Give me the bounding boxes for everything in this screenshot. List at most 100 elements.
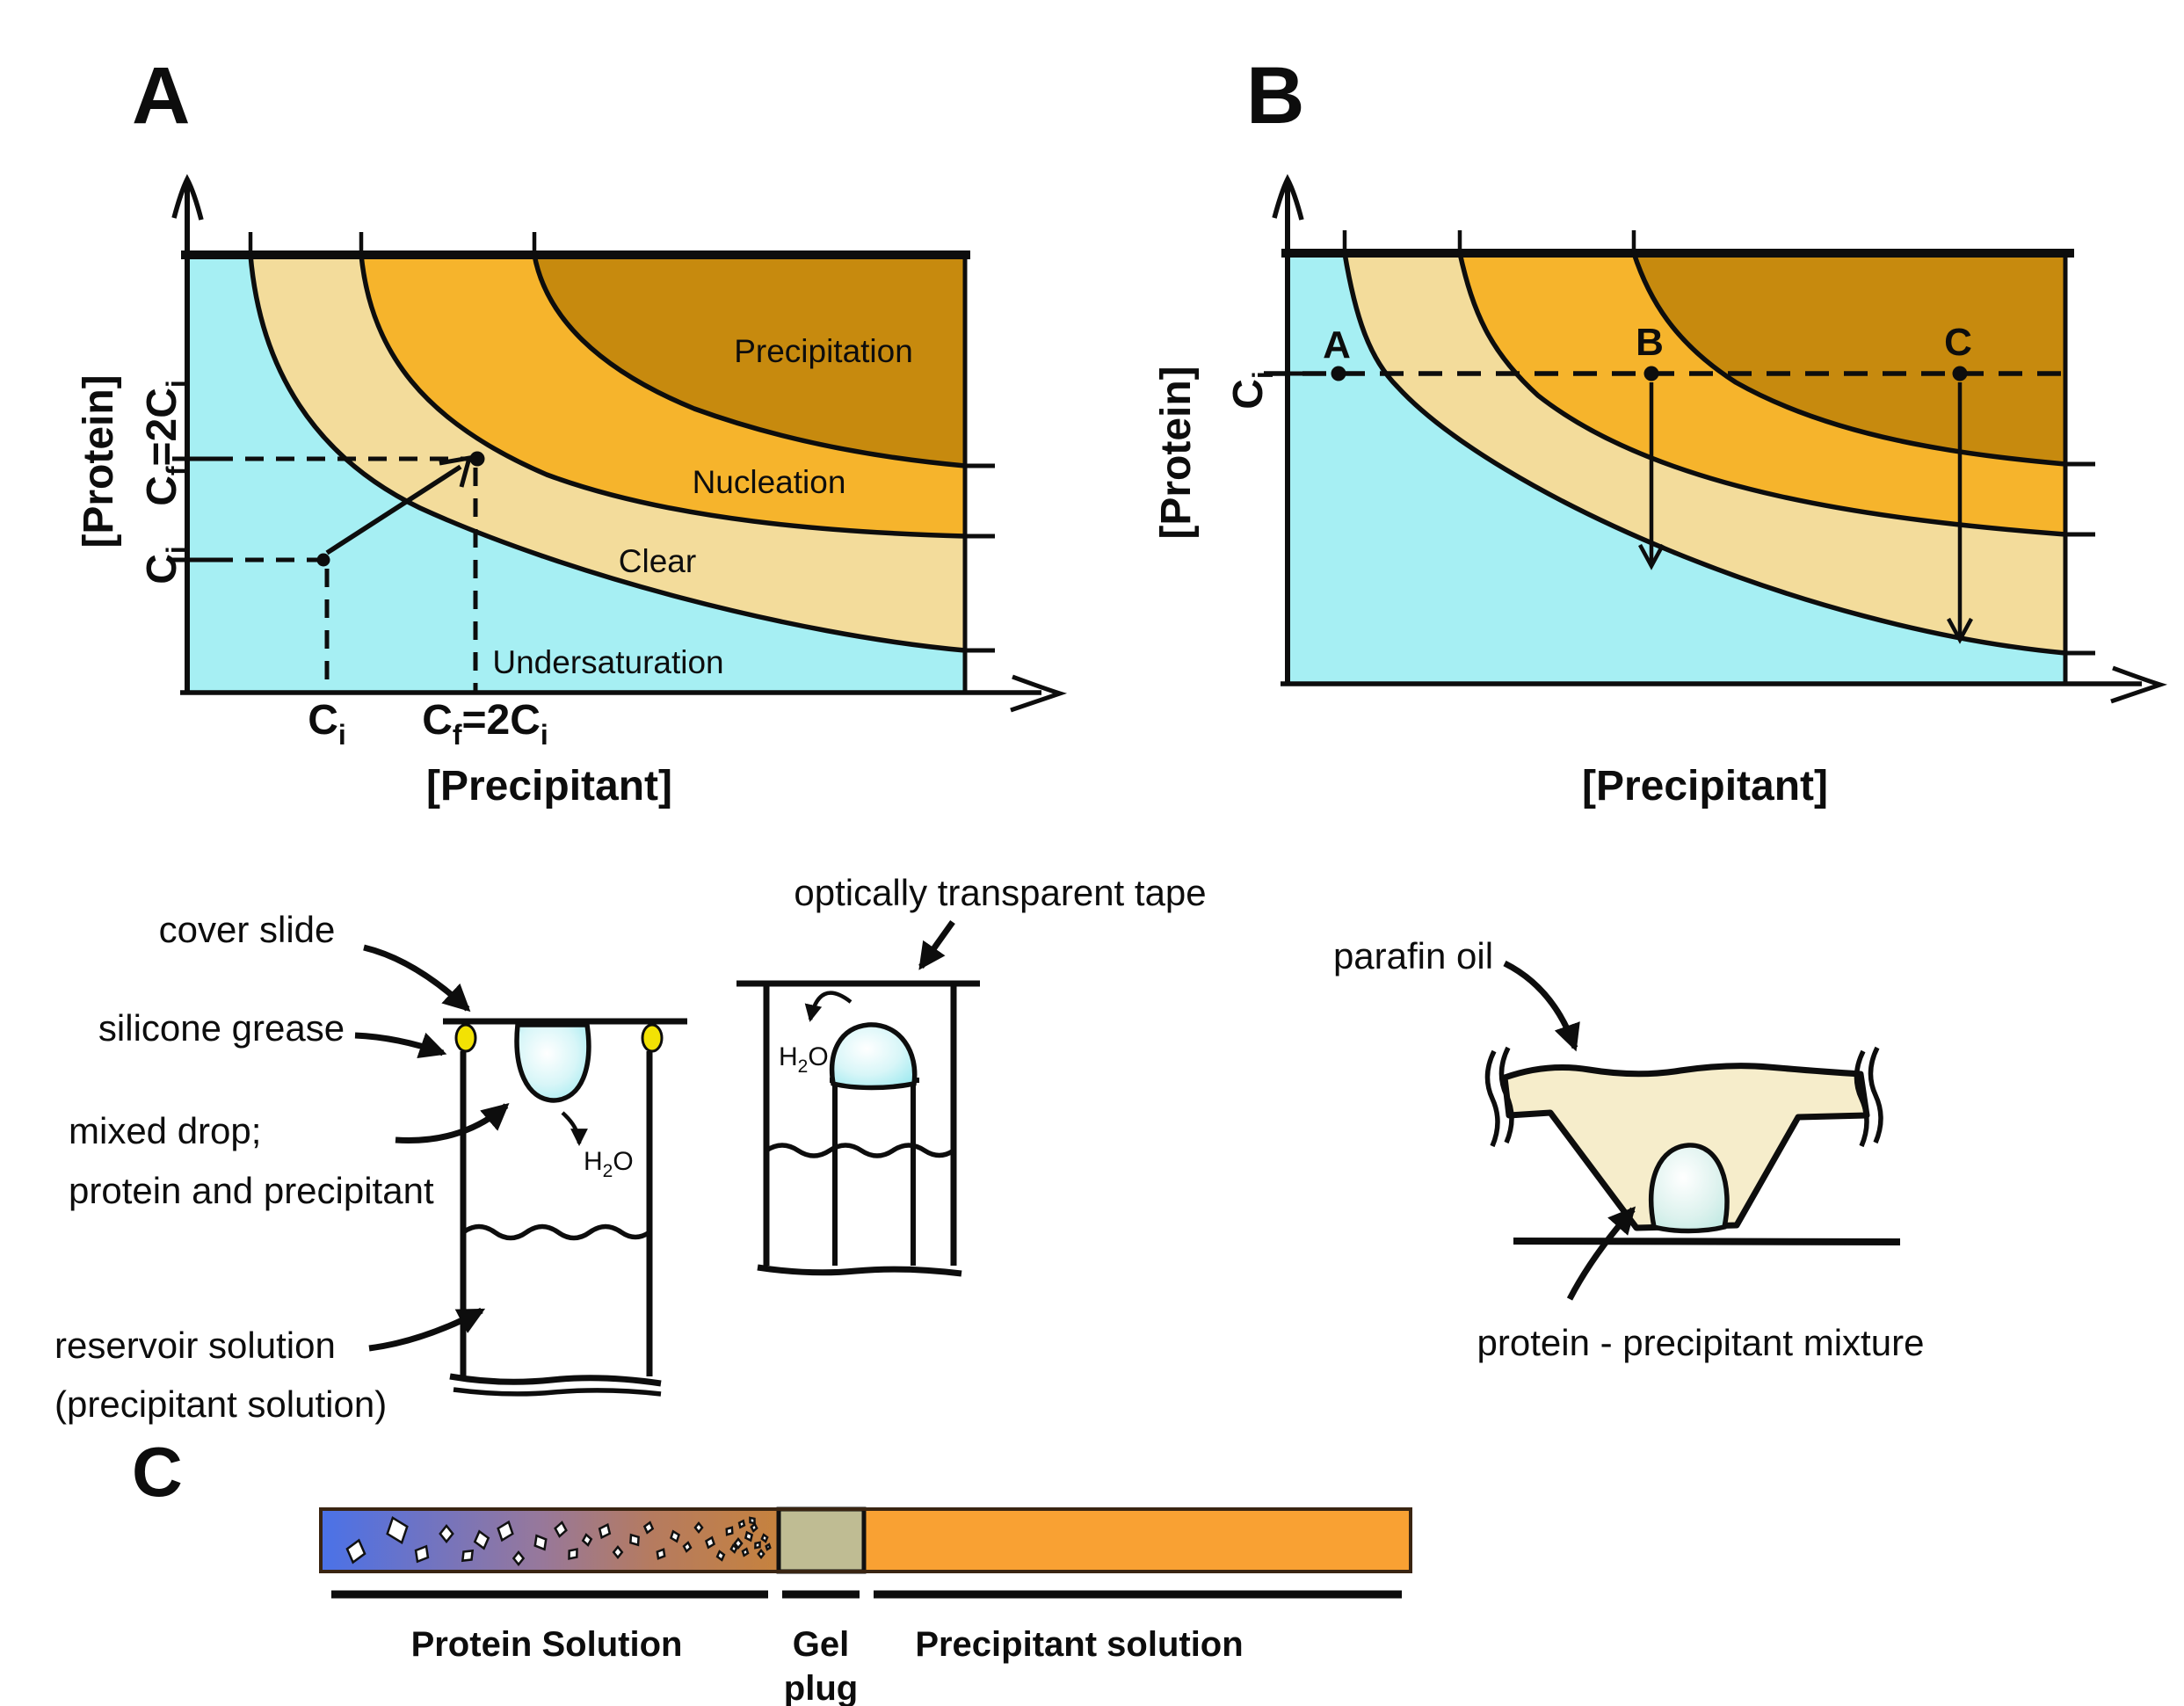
gel-plug-label-line2: plug — [784, 1669, 858, 1706]
evaporation-arrow-sitting — [804, 991, 853, 1022]
evaporation-arrow-hanging — [561, 1111, 588, 1146]
final-condition-dot — [469, 451, 485, 467]
protein-crystal — [568, 1548, 578, 1560]
point-c-arrow — [1947, 382, 1973, 644]
protein-precipitant-drop — [1649, 1143, 1730, 1234]
hanging-drop — [514, 1022, 591, 1103]
protein-crystal — [629, 1533, 640, 1547]
region-precipitation-label: Precipitation — [734, 333, 913, 369]
y-axis-title-b: [Protein] — [1153, 366, 1200, 539]
protein-crystal — [439, 1523, 454, 1544]
grease-dot-left — [454, 1023, 477, 1053]
region-precipitation-area-b — [1634, 253, 2065, 464]
protein-crystal — [642, 1521, 655, 1535]
point-a-dot — [1331, 366, 1346, 381]
protein-crystal — [598, 1522, 612, 1540]
mixture-label: protein - precipitant mixture — [1477, 1322, 1925, 1363]
protein-crystal — [760, 1533, 769, 1543]
protein-crystal — [741, 1547, 750, 1557]
mixed-drop-label-line2: protein and precipitant — [69, 1170, 434, 1211]
x-axis-arrowhead-a — [1010, 674, 1068, 713]
protein-crystal — [533, 1534, 548, 1551]
protein-crystal — [682, 1541, 693, 1553]
y-ticks-a — [172, 456, 214, 563]
x-axis-title-a: [Precipitant] — [426, 763, 672, 809]
region-precipitation-area — [534, 255, 965, 466]
protein-crystal — [656, 1548, 666, 1560]
point-a-label: A — [1323, 323, 1351, 367]
x-tick-label-ci-a: Ci — [308, 697, 346, 751]
right-ticks-b — [2065, 461, 2095, 656]
protein-crystal — [693, 1521, 704, 1535]
protein-crystal — [765, 1543, 772, 1551]
well-bottom-line-2 — [453, 1387, 662, 1397]
region-undersaturation-label: Undersaturation — [492, 644, 723, 680]
break-marks-right — [1854, 1046, 1883, 1148]
panel-c-label: C — [132, 1433, 183, 1511]
parafin-oil-arrow — [1503, 960, 1580, 1052]
top-ticks-b — [1342, 230, 1636, 252]
protein-crystal — [669, 1529, 681, 1543]
protein-crystal — [750, 1522, 758, 1533]
h2o-label-sitting: H2O — [779, 1042, 829, 1077]
solubility-curve-a1 — [248, 254, 966, 653]
point-b-arrow — [1638, 382, 1665, 570]
cover-slide-arrow — [363, 944, 471, 1013]
supersolubility-curve-a2 — [359, 254, 966, 539]
panel-b-label: B — [1246, 51, 1304, 141]
protein-crystal — [581, 1533, 593, 1547]
x-tick-label-cf-a: Cf=2Ci — [422, 697, 548, 751]
precipitant-solution-label: Precipitant solution — [915, 1625, 1243, 1664]
phase-boundary-curves-b — [1342, 252, 2066, 656]
protein-crystal — [725, 1526, 734, 1536]
mixture-arrow — [1566, 1206, 1636, 1301]
microbatch-diagram: parafin oil protein - precipitant mixtur… — [1333, 935, 1925, 1363]
cover-slide-label: cover slide — [159, 909, 336, 950]
y-axis-arrowhead-b — [1272, 174, 1304, 221]
protein-crystal — [704, 1535, 716, 1550]
protein-crystal — [461, 1549, 475, 1563]
precipitation-curve-a3 — [532, 254, 966, 468]
right-ticks-a — [965, 463, 995, 653]
well-bottom-sitting — [757, 1264, 962, 1277]
protein-crystal — [554, 1521, 568, 1538]
solubility-curve-b1 — [1342, 252, 2066, 656]
region-clear-label: Clear — [619, 543, 696, 579]
point-c-dot — [1952, 366, 1968, 381]
grease-dot-right — [641, 1023, 664, 1053]
y-tick-label-ci-a: Ci — [139, 546, 192, 584]
protein-crystal — [386, 1516, 409, 1544]
tape-arrow — [918, 919, 955, 970]
well-bottom-line — [449, 1373, 662, 1387]
silicone-grease-label: silicone grease — [98, 1007, 345, 1049]
x-axis-arrowhead-b — [2110, 665, 2168, 704]
supersolubility-curve-b2 — [1457, 252, 2066, 537]
precipitation-curve-b3 — [1631, 252, 2066, 467]
protein-crystal — [757, 1548, 765, 1560]
break-marks-left — [1484, 1046, 1514, 1148]
panel-a-phase-diagram: A — [76, 51, 1068, 809]
hanging-drop-diagram: cover slide silicone grease mixed drop; … — [54, 909, 687, 1425]
top-ticks-a — [248, 232, 537, 254]
dashed-guides-a — [214, 456, 478, 691]
y-tick-label-ci-b: Ci — [1225, 371, 1279, 410]
reservoir-waterline-sitting — [765, 1143, 955, 1158]
protein-crystal — [754, 1541, 761, 1550]
precipitant-segment — [864, 1509, 1411, 1572]
protein-crystal — [744, 1530, 754, 1543]
protein-crystal — [737, 1519, 746, 1529]
sitting-drop — [830, 1022, 918, 1091]
point-c-label: C — [1944, 321, 1972, 364]
reservoir-label-line1: reservoir solution — [54, 1325, 336, 1366]
protein-crystal — [733, 1536, 744, 1550]
gel-plug-segment — [776, 1506, 867, 1574]
reservoir-label-line2: (precipitant solution) — [54, 1383, 387, 1425]
protein-crystal — [512, 1550, 526, 1567]
protein-solution-label: Protein Solution — [411, 1625, 683, 1664]
panel-c-capillary: C Protein Solution Gel plug Precipitant … — [132, 1433, 1412, 1706]
protein-crystal — [729, 1543, 738, 1554]
tape-label: optically transparent tape — [794, 872, 1206, 913]
sitting-drop-diagram: optically transparent tape H2O — [736, 872, 1207, 1277]
mixed-drop-arrow — [395, 1102, 510, 1143]
